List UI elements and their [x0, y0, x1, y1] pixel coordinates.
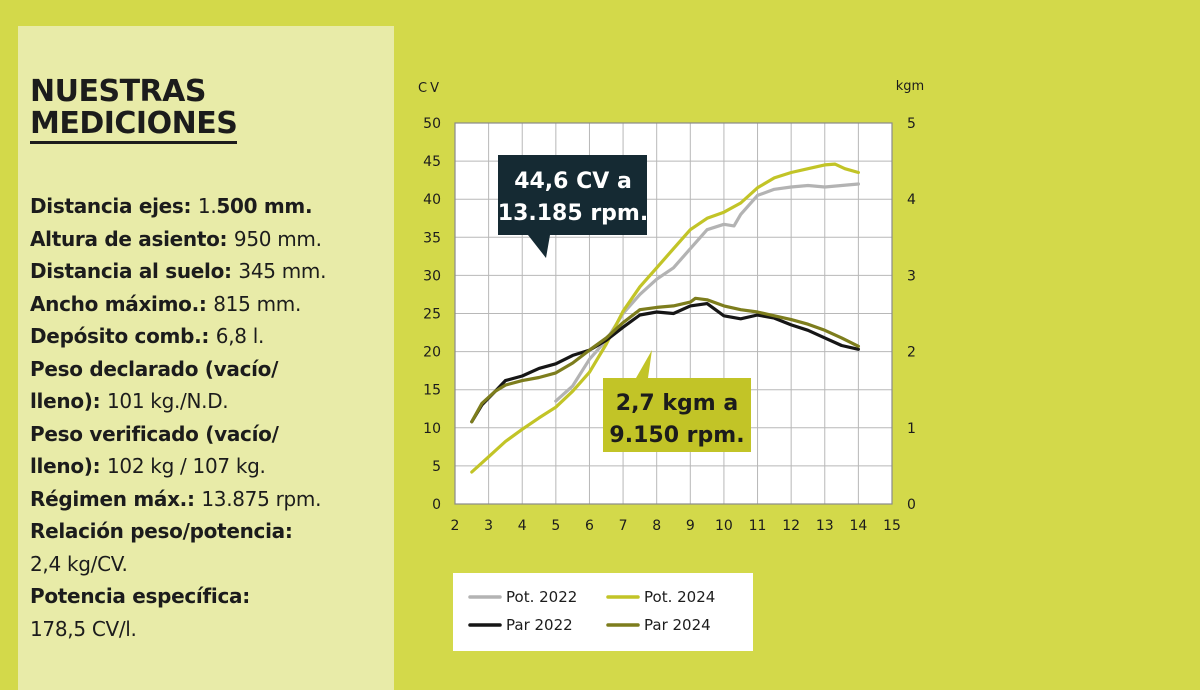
y2-tick-label: 1 — [907, 421, 916, 437]
spec-label: lleno): — [30, 454, 107, 478]
spec-label: Depósito comb.: — [30, 324, 216, 348]
y-tick-label: 15 — [423, 383, 441, 399]
spec-row: 178,5 CV/l. — [30, 613, 390, 646]
callout-max-power — [498, 155, 647, 258]
callout-max-power-line1: 44,6 CV a — [514, 169, 632, 194]
spec-row: Potencia específica: — [30, 580, 390, 613]
legend-label: Par 2022 — [506, 616, 573, 634]
y2-axis-label: kgm — [896, 79, 924, 94]
spec-row: Depósito comb.: 6,8 l. — [30, 320, 390, 353]
y2-tick-label: 5 — [907, 116, 916, 132]
heading-line-1: NUESTRAS — [30, 74, 206, 109]
x-tick-label: 4 — [518, 518, 527, 534]
spec-row: Régimen máx.: 13.875 rpm. — [30, 483, 390, 516]
specs-list: Distancia ejes: 1.500 mm. Altura de asien… — [30, 190, 390, 645]
callout-max-torque — [603, 350, 751, 452]
x-tick-label: 12 — [782, 518, 800, 534]
legend-label: Pot. 2022 — [506, 588, 577, 606]
spec-value: 101 kg./N.D. — [106, 389, 229, 413]
y-tick-label: 10 — [423, 421, 441, 437]
y-tick-label: 30 — [423, 268, 441, 284]
x-tick-label: 15 — [883, 518, 901, 534]
spec-label: lleno): — [30, 389, 107, 413]
series-line-1 — [470, 162, 861, 474]
y2-tick-label: 4 — [907, 192, 916, 208]
series-line-3 — [470, 296, 861, 424]
y-tick-label: 35 — [423, 230, 441, 246]
spec-label: Potencia específica: — [30, 584, 250, 608]
y-axis-label: CV — [418, 81, 442, 96]
spec-value: 102 kg / 107 kg. — [106, 454, 266, 478]
spec-label: Relación peso/potencia: — [30, 519, 293, 543]
spec-row: lleno): 102 kg / 107 kg. — [30, 450, 390, 483]
x-tick-label: 13 — [816, 518, 834, 534]
spec-value: 815 mm. — [213, 291, 302, 316]
spec-row: Altura de asiento: 950 mm. — [30, 223, 390, 256]
y2-tick-label: 2 — [907, 345, 916, 361]
legend-label: Par 2024 — [644, 616, 711, 634]
callout-max-torque-line1: 2,7 kgm a — [616, 391, 738, 416]
specs-panel — [18, 26, 394, 690]
spec-row: Peso verificado (vacío/ — [30, 418, 390, 451]
spec-row: Peso declarado (vacío/ — [30, 353, 390, 386]
x-tick-label: 6 — [585, 518, 594, 534]
spec-row: Ancho máximo.: 815 mm. — [30, 288, 390, 321]
spec-row: 2,4 kg/CV. — [30, 548, 390, 581]
series-line-2 — [470, 302, 861, 424]
spec-label: Régimen máx.: — [30, 486, 202, 511]
y-tick-label: 20 — [423, 345, 441, 361]
spec-row: Relación peso/potencia: — [30, 515, 390, 548]
spec-row: lleno): 101 kg./N.D. — [30, 385, 390, 418]
spec-row: Distancia ejes: 1.500 mm. — [30, 190, 390, 223]
spec-label: Peso verificado (vacío/ — [30, 421, 279, 446]
plot-border — [454, 122, 893, 505]
spec-value: 1. — [197, 194, 217, 218]
spec-value: 345 mm. — [238, 259, 327, 283]
spec-label: Distancia al suelo: — [30, 259, 239, 283]
y-tick-label: 25 — [423, 307, 441, 323]
x-tick-label: 5 — [551, 518, 560, 534]
x-tick-label: 8 — [652, 518, 661, 534]
legend-box — [453, 573, 753, 651]
spec-value: 950 mm. — [233, 226, 322, 251]
spec-value: 13.875 rpm. — [201, 486, 322, 511]
x-tick-label: 9 — [686, 518, 695, 534]
spec-value: 178,5 CV/l. — [30, 616, 137, 641]
section-heading: NUESTRAS MEDICIONES — [30, 74, 238, 144]
x-tick-label: 14 — [849, 518, 867, 534]
x-tick-label: 3 — [484, 518, 493, 534]
spec-value: 6,8 l. — [215, 324, 265, 348]
callout-max-power-line2: 13.185 rpm. — [498, 201, 648, 226]
y-tick-label: 45 — [423, 154, 441, 170]
spec-value: 500 mm. — [216, 194, 313, 218]
y-tick-label: 50 — [423, 116, 441, 132]
spec-label: Peso declarado (vacío/ — [30, 356, 279, 381]
heading-line-2: MEDICIONES — [30, 108, 238, 144]
x-tick-label: 2 — [451, 518, 460, 534]
x-tick-label: 10 — [715, 518, 733, 534]
y2-tick-label: 0 — [907, 497, 916, 513]
y-tick-label: 40 — [423, 192, 441, 208]
spec-row: Distancia al suelo: 345 mm. — [30, 255, 390, 288]
spec-label: Distancia ejes: — [30, 194, 198, 218]
y2-tick-label: 3 — [907, 268, 916, 284]
x-tick-label: 11 — [749, 518, 767, 534]
spec-value: 2,4 kg/CV. — [30, 551, 128, 576]
spec-label: Altura de asiento: — [30, 226, 234, 251]
spec-label: Ancho máximo.: — [30, 291, 214, 316]
y-tick-label: 5 — [432, 459, 441, 475]
x-tick-label: 7 — [619, 518, 628, 534]
callout-max-torque-line2: 9.150 rpm. — [609, 423, 744, 448]
legend-label: Pot. 2024 — [644, 588, 715, 606]
y-tick-label: 0 — [432, 497, 441, 513]
